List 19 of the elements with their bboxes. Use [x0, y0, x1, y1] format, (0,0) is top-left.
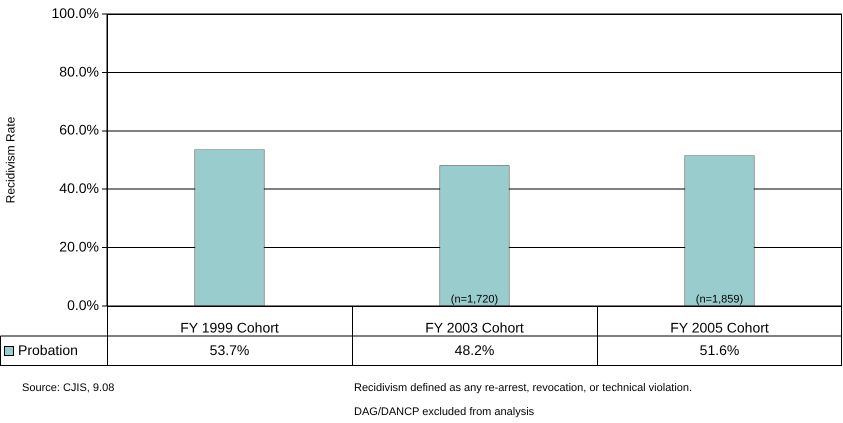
text: Recidivism defined as any re-arrest, revocation, or technical violation. — [354, 382, 692, 394]
data-label: 51.6% — [700, 342, 740, 358]
y-axis-title: Recidivism Rate — [4, 116, 18, 204]
y-tick-label: 100.0% — [52, 4, 99, 21]
data-label: 53.7% — [210, 342, 250, 358]
y-tick-label: 0.0% — [67, 296, 99, 313]
y-tick-label: 20.0% — [59, 238, 99, 254]
data-label: 48.2% — [454, 342, 494, 358]
text: DAG/DANCP excluded from analysis — [354, 406, 535, 418]
source-note: Source: CJIS, 9.08 — [22, 382, 114, 394]
legend-label: Probation — [18, 342, 78, 358]
x-tick-label: FY 2003 Cohort — [425, 319, 524, 336]
x-tick-label: FY 2005 Cohort — [670, 319, 769, 336]
y-tick-label: 60.0% — [59, 122, 99, 138]
annotation: (n=1,720) — [450, 294, 498, 306]
x-tick-label: FY 1999 Cohort — [180, 319, 279, 336]
y-tick-label: 40.0% — [59, 180, 99, 196]
annotation: (n=1,859) — [696, 294, 744, 306]
y-tick-label: 80.0% — [59, 63, 99, 80]
